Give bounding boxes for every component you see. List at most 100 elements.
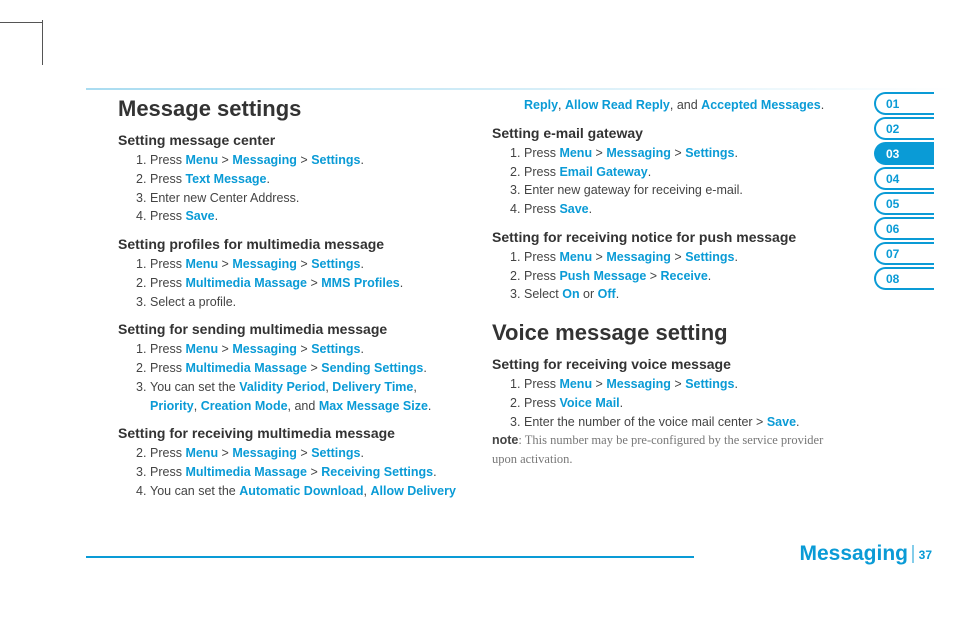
step-item: Press Text Message. [136, 170, 464, 189]
keyword: Automatic Download [239, 484, 363, 498]
crop-mark-horizontal [0, 22, 42, 23]
keyword: Voice Mail [559, 396, 619, 410]
heading-voice-message: Voice message setting [492, 320, 838, 346]
crop-mark-vertical [42, 20, 43, 65]
step-item: Press Voice Mail. [510, 394, 838, 413]
step-item: Press Multimedia Massage > MMS Profiles. [136, 274, 464, 293]
keyword: Validity Period [239, 380, 325, 394]
step-item: Press Push Message > Receive. [510, 267, 838, 286]
step-item: Enter new Center Address. [136, 189, 464, 208]
keyword: Priority [150, 399, 194, 413]
step-item: Press Menu > Messaging > Settings. [510, 144, 838, 163]
step-list: Press Menu > Messaging > Settings.Press … [136, 444, 464, 500]
subsection-title: Setting e-mail gateway [492, 125, 838, 141]
keyword: Delivery Time [332, 380, 413, 394]
step-item: Press Menu > Messaging > Settings. [136, 255, 464, 274]
keyword: Menu [185, 342, 218, 356]
keyword: Multimedia Massage [185, 361, 307, 375]
step-item: Press Multimedia Massage > Sending Setti… [136, 359, 464, 378]
keyword: Sending Settings [321, 361, 423, 375]
step-item: Enter the number of the voice mail cente… [510, 413, 838, 432]
keyword: Menu [185, 153, 218, 167]
header-rule [86, 88, 954, 90]
subsection-title: Setting for receiving notice for push me… [492, 229, 838, 245]
keyword: Accepted Messages [701, 98, 821, 112]
keyword: Messaging [606, 377, 671, 391]
step-item: Press Menu > Messaging > Settings. [136, 340, 464, 359]
keyword: Settings [685, 250, 734, 264]
keyword: Reply [524, 98, 558, 112]
keyword: Settings [685, 377, 734, 391]
step-list: Press Menu > Messaging > Settings.Press … [510, 248, 838, 304]
subsection-title: Setting profiles for multimedia message [118, 236, 464, 252]
chapter-tab-06[interactable]: 06 [874, 217, 934, 240]
chapter-tab-05[interactable]: 05 [874, 192, 934, 215]
section-title: Messaging [799, 542, 908, 566]
keyword: Menu [185, 257, 218, 271]
keyword: Settings [311, 446, 360, 460]
keyword: Messaging [606, 250, 671, 264]
keyword: Menu [559, 250, 592, 264]
keyword: Allow Delivery [370, 484, 455, 498]
keyword: Menu [559, 146, 592, 160]
step-item: Select On or Off. [510, 285, 838, 304]
step-item: Enter new gateway for receiving e-mail. [510, 181, 838, 200]
keyword: Max Message Size [319, 399, 428, 413]
keyword: On [562, 287, 579, 301]
left-column: Message settings Setting message center P… [118, 96, 464, 501]
step-item: Press Multimedia Massage > Receiving Set… [136, 463, 464, 482]
keyword: Save [185, 209, 214, 223]
keyword: Settings [311, 342, 360, 356]
chapter-tab-03[interactable]: 03 [874, 142, 934, 165]
keyword: Email Gateway [559, 165, 647, 179]
keyword: MMS Profiles [321, 276, 400, 290]
keyword: Multimedia Massage [185, 465, 307, 479]
subsection-title: Setting for receiving multimedia message [118, 425, 464, 441]
step-item: Press Save. [136, 207, 464, 226]
keyword: Messaging [232, 446, 297, 460]
chapter-tabs: 0102030405060708 [874, 92, 934, 292]
keyword: Messaging [232, 153, 297, 167]
keyword: Receive [661, 269, 708, 283]
note-line: note: This number may be pre-configured … [492, 431, 838, 468]
step-item: Press Menu > Messaging > Settings. [510, 248, 838, 267]
step-item: You can set the Automatic Download, Allo… [136, 482, 464, 501]
keyword: Allow Read Reply [565, 98, 670, 112]
chapter-tab-07[interactable]: 07 [874, 242, 934, 265]
keyword: Menu [559, 377, 592, 391]
note-label: note [492, 433, 518, 447]
heading-message-settings: Message settings [118, 96, 464, 122]
chapter-tab-08[interactable]: 08 [874, 267, 934, 290]
subsection-title: Setting message center [118, 132, 464, 148]
keyword: Settings [685, 146, 734, 160]
keyword: Menu [185, 446, 218, 460]
step-item: Press Menu > Messaging > Settings. [510, 375, 838, 394]
step-item: Select a profile. [136, 293, 464, 312]
keyword: Receiving Settings [321, 465, 433, 479]
subsection-title: Setting for sending multimedia message [118, 321, 464, 337]
step-item: Press Menu > Messaging > Settings. [136, 151, 464, 170]
keyword: Text Message [185, 172, 266, 186]
step-list: Press Menu > Messaging > Settings.Press … [136, 340, 464, 415]
chapter-tab-02[interactable]: 02 [874, 117, 934, 140]
step-list: Press Menu > Messaging > Settings.Press … [136, 255, 464, 311]
keyword: Creation Mode [201, 399, 288, 413]
step-list: Press Menu > Messaging > Settings.Press … [136, 151, 464, 226]
note-text: : This number may be pre-configured by t… [492, 433, 823, 466]
keyword: Settings [311, 153, 360, 167]
keyword: Multimedia Massage [185, 276, 307, 290]
subsection-title: Setting for receiving voice message [492, 356, 838, 372]
chapter-tab-04[interactable]: 04 [874, 167, 934, 190]
keyword: Messaging [232, 342, 297, 356]
page-number: 37 [919, 548, 932, 562]
step-item: You can set the Validity Period, Deliver… [136, 378, 464, 416]
continued-line: Reply, Allow Read Reply, and Accepted Me… [524, 96, 838, 115]
step-item: Press Email Gateway. [510, 163, 838, 182]
step-list: Press Menu > Messaging > Settings.Press … [510, 375, 838, 431]
keyword: Messaging [232, 257, 297, 271]
chapter-tab-01[interactable]: 01 [874, 92, 934, 115]
keyword: Off [598, 287, 616, 301]
keyword: Push Message [559, 269, 646, 283]
keyword: Messaging [606, 146, 671, 160]
keyword: Settings [311, 257, 360, 271]
